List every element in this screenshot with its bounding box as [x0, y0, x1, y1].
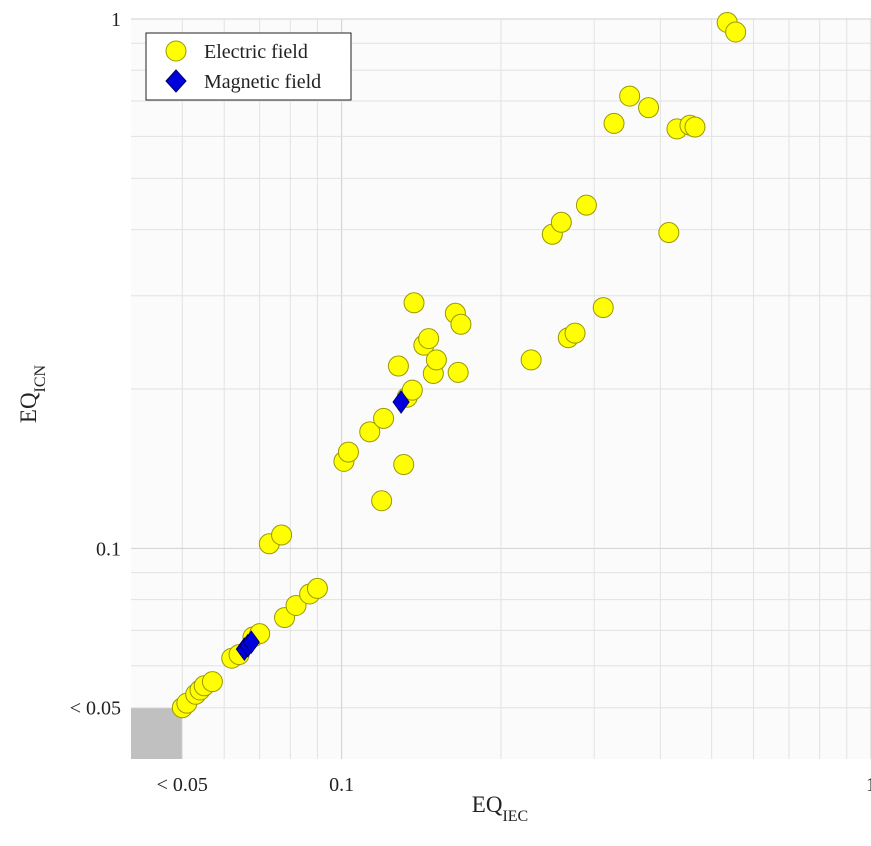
legend: Electric field Magnetic field [145, 32, 352, 101]
data-markers [171, 11, 747, 719]
y-axis-label-main: EQ [16, 392, 41, 423]
electric-field-point [619, 85, 641, 107]
legend-marker-magnetic-field [165, 69, 187, 93]
x-tick-label: 1 [866, 774, 871, 796]
electric-field-point [371, 490, 393, 512]
electric-field-point [592, 297, 614, 319]
x-tick-label: < 0.05 [157, 774, 208, 796]
y-tick-label: 0.1 [96, 538, 121, 560]
electric-field-point [393, 454, 415, 476]
x-tick-label: 0.1 [329, 774, 354, 796]
electric-field-point [564, 322, 586, 344]
electric-field-point [306, 577, 328, 599]
magnetic-field-point [242, 630, 260, 654]
y-axis-label: EQICN [16, 364, 49, 423]
electric-field-point [658, 222, 680, 244]
legend-label-electric-field: Electric field [204, 41, 308, 63]
y-tick-label: < 0.05 [70, 698, 121, 720]
electric-field-point [450, 313, 472, 335]
electric-field-point [387, 355, 409, 377]
electric-field-point [638, 97, 660, 119]
tick-labels: < 0.05 0.1 1 < 0.05 0.1 1 [70, 9, 871, 796]
electric-field-point [373, 407, 395, 429]
electric-field-point [201, 671, 223, 693]
electric-field-point [418, 328, 440, 350]
electric-field-point [725, 21, 747, 43]
electric-field-point [359, 421, 381, 443]
electric-field-point [271, 524, 293, 546]
y-axis-label-subscript: ICN [32, 364, 49, 392]
electric-field-point [520, 349, 542, 371]
electric-field-point [447, 361, 469, 383]
legend-label-magnetic-field: Magnetic field [204, 71, 321, 93]
x-axis-label-subscript: IEC [502, 808, 528, 825]
electric-field-point [285, 594, 307, 616]
electric-field-point [403, 292, 425, 314]
below-threshold-region [131, 707, 183, 759]
electric-field-point [575, 194, 597, 216]
electric-field-point [550, 211, 572, 233]
x-axis-label: EQIEC [472, 792, 528, 825]
legend-marker-electric-field [165, 40, 187, 62]
y-tick-label: 1 [111, 9, 121, 31]
electric-field-point [425, 349, 447, 371]
magnetic-field-point [392, 390, 410, 414]
electric-field-point [337, 441, 359, 463]
electric-field-point [603, 112, 625, 134]
electric-field-point [401, 379, 423, 401]
grid-lines [131, 18, 871, 759]
electric-field-point [684, 116, 706, 138]
x-axis-label-main: EQ [472, 792, 503, 817]
